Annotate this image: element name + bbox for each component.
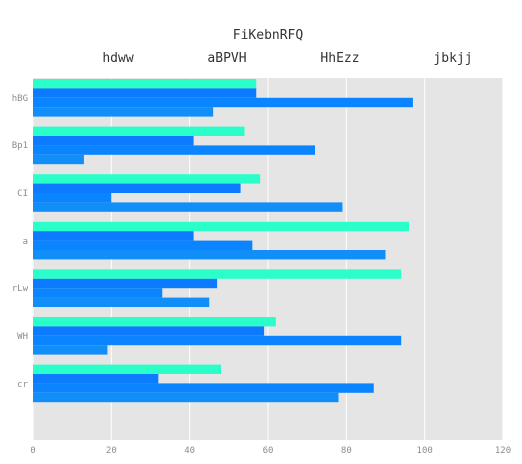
bar-hdww-rlw	[33, 269, 402, 279]
category-label-bp1: Bp1	[12, 141, 28, 151]
x-axis-ticks: 0 20 40 60 80 100 120	[30, 446, 511, 456]
bar-hhezz-bp1	[33, 145, 315, 155]
bar-abpvh-cr	[33, 374, 159, 384]
bar-hdww-bp1	[33, 126, 245, 136]
bar-hhezz-rlw	[33, 288, 163, 298]
bar-abpvh-wh	[33, 326, 265, 336]
x-tick-label: 40	[184, 446, 195, 456]
legend-label-abpvh: aBPVH	[207, 51, 246, 66]
bar-hdww-a	[33, 221, 409, 232]
category-label-hbg: hBG	[12, 94, 28, 104]
chart-title: FiKebnRFQ	[233, 28, 304, 43]
bar-abpvh-bp1	[33, 136, 194, 146]
bar-abpvh-rlw	[33, 278, 218, 289]
x-tick-label: 120	[495, 446, 511, 456]
bar-jbkjj-a	[33, 250, 386, 260]
bar-jbkjj-bp1	[33, 154, 84, 165]
x-tick-label: 60	[263, 446, 274, 456]
category-label-a: a	[23, 237, 28, 247]
legend-label-hdww: hdww	[102, 51, 133, 66]
legend-label-jbkjj: jbkjj	[433, 51, 472, 66]
bar-hdww-wh	[33, 317, 276, 327]
bar-abpvh-a	[33, 231, 194, 241]
x-tick-label: 100	[417, 446, 433, 456]
bar-hdww-hbg	[33, 79, 257, 89]
bar-hdww-cr	[33, 364, 221, 374]
legend-label-hhezz: HhEzz	[320, 51, 359, 66]
x-tick-label: 20	[106, 446, 117, 456]
bar-jbkjj-hbg	[33, 107, 214, 117]
bar-jbkjj-wh	[33, 345, 108, 355]
x-tick-label: 80	[341, 446, 352, 456]
bar-jbkjj-cr	[33, 392, 339, 403]
bar-hdww-ci	[33, 174, 261, 184]
bar-hhezz-wh	[33, 335, 402, 346]
legend: hdww aBPVH HhEzz jbkjj	[102, 51, 472, 66]
bar-hhezz-hbg	[33, 97, 413, 108]
bars	[33, 79, 413, 403]
bar-hhezz-a	[33, 240, 253, 250]
y-axis-labels: hBG Bp1 CI a rLw WH cr	[12, 94, 29, 390]
bar-abpvh-hbg	[33, 88, 257, 98]
category-label-rlw: rLw	[12, 284, 29, 294]
category-label-wh: WH	[17, 332, 28, 342]
bar-abpvh-ci	[33, 183, 241, 193]
bar-hhezz-ci	[33, 193, 112, 203]
bar-jbkjj-rlw	[33, 297, 210, 307]
category-label-cr: cr	[17, 380, 28, 390]
bar-hhezz-cr	[33, 383, 374, 393]
x-tick-label: 0	[30, 446, 35, 456]
bar-jbkjj-ci	[33, 202, 343, 212]
category-label-ci: CI	[17, 189, 28, 199]
